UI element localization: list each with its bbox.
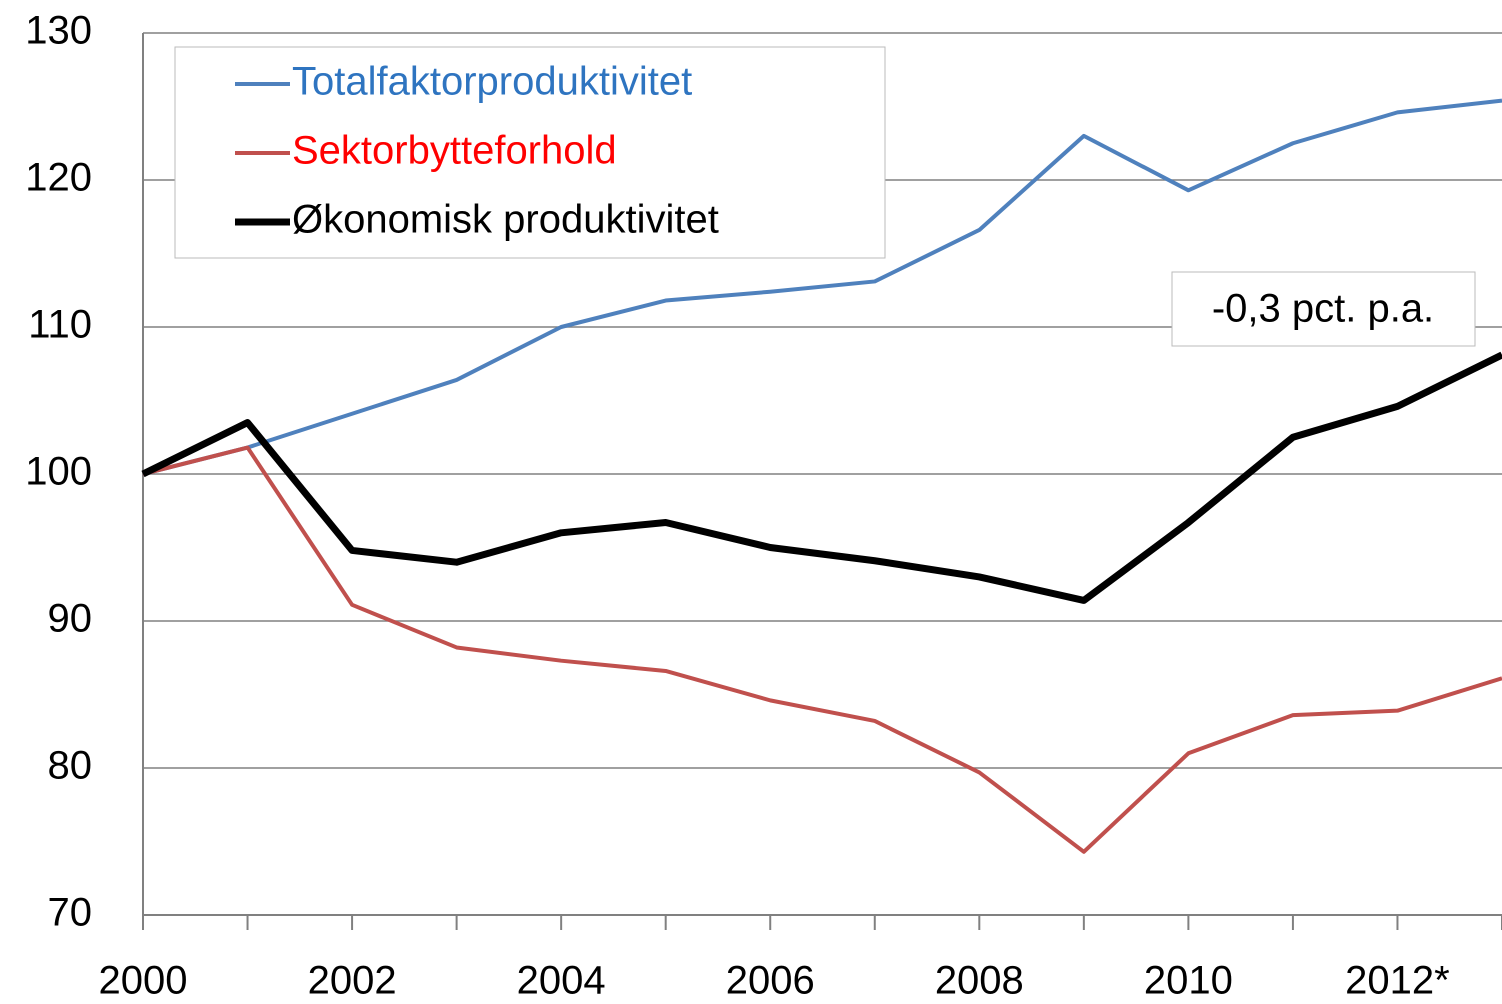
y-tick-label: 70: [48, 891, 93, 935]
x-tick-label: 2012*: [1345, 959, 1450, 1003]
series-line: [142, 445, 1502, 854]
y-tick-label: 120: [25, 156, 92, 200]
annotation-box: [1171, 271, 1476, 347]
legend-label: Sektorbytteforhold: [292, 129, 617, 173]
annotation: -0,3 pct. p.a.: [1212, 287, 1434, 331]
legend-label: Økonomisk produktivitet: [292, 198, 719, 242]
x-tick-label: 2006: [726, 959, 815, 1003]
series-line: [142, 98, 1502, 476]
x-tick-label: 2010: [1144, 959, 1233, 1003]
x-tick-label: 2002: [308, 959, 397, 1003]
x-tick-label: 2000: [99, 959, 188, 1003]
legend-label: Totalfaktorproduktivitet: [292, 60, 692, 104]
series-line: [141, 351, 1502, 604]
y-tick-label: 90: [48, 597, 93, 641]
x-tick-label: 2004: [517, 959, 606, 1003]
legend-box: [174, 46, 886, 259]
y-tick-label: 110: [28, 303, 92, 347]
y-tick-label: 100: [25, 450, 92, 494]
x-tick-label: 2008: [935, 959, 1024, 1003]
y-tick-label: 80: [48, 744, 93, 788]
y-tick-label: 130: [25, 9, 92, 53]
